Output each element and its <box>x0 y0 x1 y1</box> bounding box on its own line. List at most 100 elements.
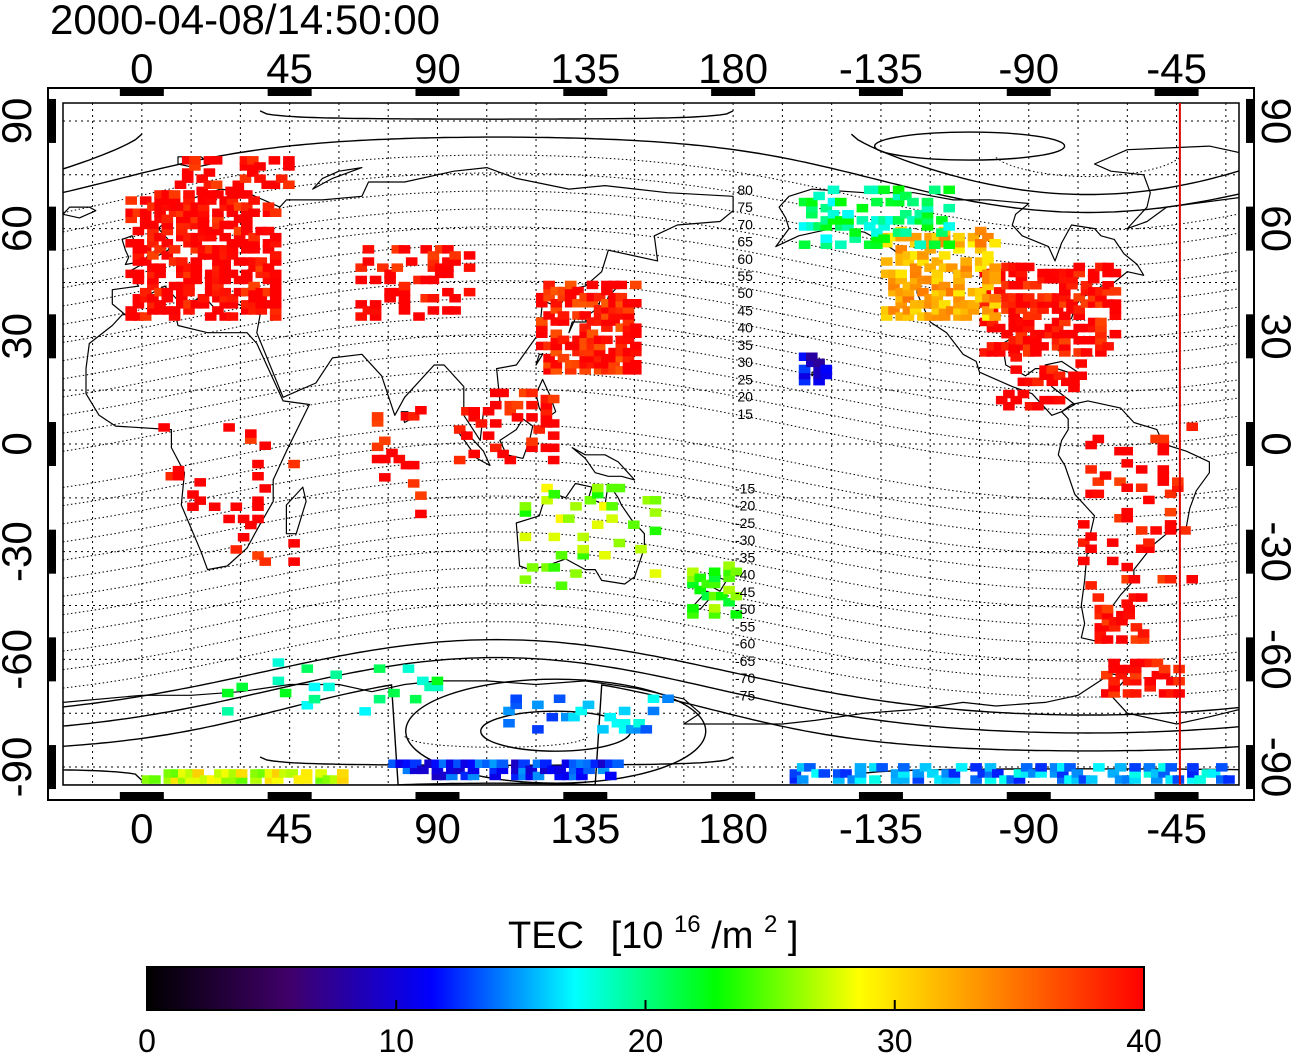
tec-cell <box>511 400 524 410</box>
tec-cell <box>586 329 599 338</box>
tec-cell <box>1129 670 1142 680</box>
tec-cell <box>248 300 260 309</box>
tec-cell <box>608 292 620 302</box>
tec-cell <box>888 275 900 285</box>
tec-cell <box>982 257 994 266</box>
tec-cell <box>890 775 903 784</box>
tec-cell <box>999 775 1011 784</box>
tec-cell <box>1094 635 1107 644</box>
tec-cell <box>572 360 584 369</box>
tec-cell <box>272 658 285 667</box>
tec-cell <box>1059 342 1071 351</box>
tec-cell <box>601 305 613 314</box>
tec-cell <box>511 765 523 775</box>
tec-cell <box>424 759 436 768</box>
tec-cell <box>900 191 912 201</box>
tec-cell <box>1008 336 1020 345</box>
tec-cell <box>1101 689 1113 698</box>
tec-cell <box>1114 477 1126 486</box>
tec-cell <box>203 168 216 177</box>
tec-cell <box>818 769 831 778</box>
tec-cell <box>820 203 833 213</box>
tec-cell <box>241 220 253 230</box>
tec-cell <box>369 300 382 309</box>
left-frame-tick <box>49 745 56 790</box>
tec-cell <box>550 360 563 369</box>
tec-cell <box>564 292 577 302</box>
tec-cell <box>190 232 203 242</box>
tec-cell <box>1095 299 1107 308</box>
tec-cell <box>1059 274 1071 284</box>
tec-cell <box>1037 329 1049 339</box>
tec-cell <box>979 348 992 357</box>
tec-cell <box>953 269 965 279</box>
tec-cell <box>196 174 208 183</box>
top-frame-tick <box>711 89 756 96</box>
tec-cell <box>630 360 642 369</box>
left-latitude-label: 60 <box>0 205 40 252</box>
tec-cell <box>1095 287 1107 296</box>
tec-cell <box>154 208 166 217</box>
tec-cell <box>575 706 587 716</box>
tec-cell <box>827 216 840 225</box>
tec-cell <box>248 294 260 303</box>
tec-cell <box>161 196 174 205</box>
tec-cell <box>1080 348 1093 357</box>
tec-cell <box>300 769 313 778</box>
tec-cell <box>1008 281 1020 290</box>
tec-cell <box>895 275 907 285</box>
contour-label: 15 <box>737 406 753 422</box>
tec-cell <box>557 335 570 345</box>
tec-cell <box>1039 365 1051 374</box>
tec-cell <box>601 286 613 296</box>
tec-cell <box>322 775 335 784</box>
contour-line <box>63 172 1239 249</box>
tec-cell <box>132 257 145 266</box>
tec-cell <box>1046 371 1059 380</box>
tec-cell <box>503 706 515 716</box>
tec-cell <box>557 292 570 302</box>
tec-cell <box>269 306 282 315</box>
tec-cell <box>550 341 563 351</box>
tec-cell <box>248 263 260 272</box>
tec-cell <box>1078 775 1091 784</box>
tec-cell <box>255 287 268 297</box>
tec-cell <box>233 214 246 224</box>
tec-cell <box>992 769 1004 778</box>
tec-cell <box>230 545 243 554</box>
tec-cell <box>924 275 936 285</box>
tec-cell <box>1216 775 1228 784</box>
left-latitude-label: 30 <box>0 313 40 360</box>
tec-cell <box>190 257 203 266</box>
tec-cell <box>955 763 968 772</box>
tec-cell <box>132 294 145 303</box>
tec-cell <box>219 312 231 321</box>
tec-cell <box>262 208 275 217</box>
bottom-longitude-label: 90 <box>414 805 461 852</box>
tec-cell <box>248 196 260 205</box>
tec-cell <box>601 299 613 308</box>
tec-cell <box>233 257 246 266</box>
tec-cell <box>161 306 174 315</box>
tec-cell <box>863 240 876 249</box>
contour-label: 20 <box>737 389 753 405</box>
tec-cell <box>168 245 181 254</box>
tec-cell <box>708 579 721 589</box>
tec-cell <box>1122 664 1135 674</box>
tec-cell <box>1201 769 1214 778</box>
tec-cell <box>541 483 553 493</box>
madagascar-outline <box>285 486 307 535</box>
tec-cell <box>233 232 246 242</box>
tec-cell <box>1115 670 1128 680</box>
tec-cell <box>413 312 425 321</box>
tec-cell <box>615 311 628 320</box>
tec-cell <box>190 214 203 224</box>
tec-cell <box>572 311 584 320</box>
tec-cell <box>630 280 642 290</box>
tec-cell <box>1051 329 1064 339</box>
tec-cell <box>1095 329 1107 339</box>
tec-cell <box>139 196 152 205</box>
contour-label: -40 <box>735 567 755 583</box>
tec-cell <box>204 190 217 199</box>
tec-cell <box>1158 769 1170 778</box>
